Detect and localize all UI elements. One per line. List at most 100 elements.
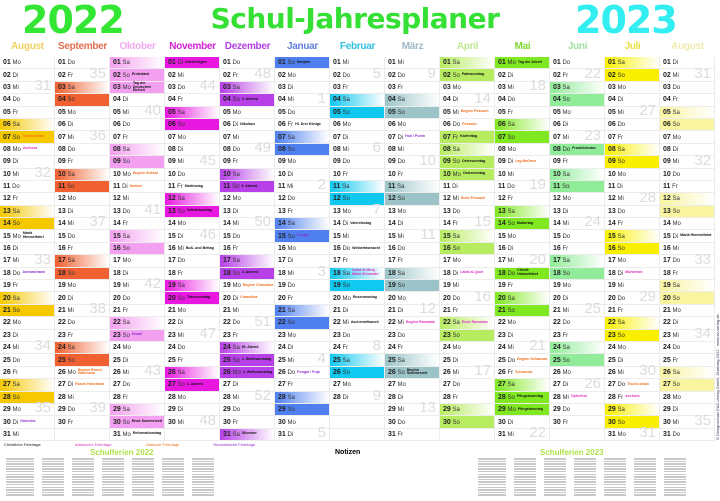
day-cell[interactable]: 29 So [275, 403, 329, 417]
day-cell[interactable]: 15 Do [220, 230, 274, 243]
day-cell[interactable]: 30 Do [385, 416, 439, 429]
day-cell[interactable]: 11 Sa [385, 180, 439, 194]
day-cell[interactable]: 03 Mi 31 [0, 78, 54, 95]
day-cell[interactable]: 20 Do [110, 292, 164, 305]
day-cell[interactable]: 03 Sa [55, 81, 109, 95]
day-cell[interactable]: 17 Mo [440, 255, 494, 268]
day-cell[interactable]: 04 Do [0, 94, 54, 107]
day-cell[interactable]: 09 So [605, 156, 659, 169]
day-cell[interactable]: 31 Fr [385, 429, 439, 442]
day-cell[interactable]: 14 Fr 15 [440, 214, 494, 231]
day-cell[interactable]: 10 Sa [55, 168, 109, 181]
day-cell[interactable]: 12 So [330, 193, 384, 206]
day-cell[interactable]: 23 Mo [275, 330, 329, 342]
day-cell[interactable]: 25 Fr [165, 354, 219, 367]
day-cell[interactable]: 02 So Erntedank [110, 69, 164, 82]
day-cell[interactable]: 07 Di Holi / Purim [385, 131, 439, 144]
day-cell[interactable]: 14 Di Valentinstag [330, 218, 384, 231]
day-cell[interactable]: 18 Do Christi Himmelfahrt [495, 267, 549, 281]
day-cell[interactable]: 09 Fr [220, 156, 274, 169]
day-cell[interactable]: 29 Mo Pfingstmontag [495, 403, 549, 417]
day-cell[interactable]: 30 So [605, 416, 659, 429]
day-cell[interactable]: 27 So [660, 379, 714, 392]
day-cell[interactable]: 22 Do [550, 317, 604, 330]
day-cell[interactable]: 19 Do [275, 280, 329, 293]
day-cell[interactable]: 08 Mo [495, 144, 549, 157]
day-cell[interactable]: 23 Mi 47 [165, 326, 219, 342]
day-cell[interactable]: 05 Mi Beginn Pessach [440, 107, 494, 119]
day-cell[interactable]: 01 Mo [0, 57, 54, 70]
day-cell[interactable]: 29 Do [550, 404, 604, 417]
day-cell[interactable]: 11 Fr [660, 181, 714, 194]
day-cell[interactable]: 25 Mi 4 [275, 351, 329, 367]
day-cell[interactable]: 04 Di [110, 94, 164, 107]
day-cell[interactable]: 26 Mo [550, 367, 604, 380]
day-cell[interactable]: 31 Mo Reformationstag [110, 429, 164, 442]
day-cell[interactable]: 01 Sa [605, 57, 659, 70]
day-cell[interactable]: 03 Sa [220, 81, 274, 95]
day-cell[interactable]: 01 Mi [385, 57, 439, 70]
day-cell[interactable]: 17 Do 33 [660, 252, 714, 268]
day-cell[interactable]: 19 So [385, 280, 439, 293]
day-cell[interactable]: 04 Mi 1 [275, 91, 329, 107]
day-cell[interactable]: 17 Sa [220, 255, 274, 268]
day-cell[interactable]: 09 Do 10 [385, 153, 439, 169]
day-cell[interactable]: 08 Mo Aschura [0, 144, 54, 157]
day-cell[interactable]: 07 Mi 23 [550, 128, 604, 144]
day-cell[interactable]: 12 Mi [110, 193, 164, 206]
day-cell[interactable]: 25 Sa [330, 354, 384, 367]
day-cell[interactable]: 14 Fr [110, 218, 164, 231]
day-cell[interactable]: 31 Mi 22 [495, 425, 549, 442]
day-cell[interactable]: 07 Di [330, 131, 384, 144]
day-cell[interactable]: 24 Mi 34 [0, 338, 54, 355]
day-cell[interactable]: 13 Do 41 [110, 202, 164, 219]
day-cell[interactable]: 02 Fr 35 [55, 66, 109, 82]
day-cell[interactable]: 22 Mi Beginn Ramadan [385, 317, 439, 330]
day-cell[interactable]: 30 So [440, 416, 494, 429]
day-cell[interactable]: 15 Mo Mariä Himmelfahrt [0, 230, 54, 243]
day-cell[interactable]: 05 Mo [220, 107, 274, 119]
day-cell[interactable]: 22 Di [165, 317, 219, 330]
day-cell[interactable]: 02 Mi [165, 69, 219, 82]
day-cell[interactable]: 16 Mi Buß- und Bettag [165, 243, 219, 256]
day-cell[interactable]: 02 Fr 22 [550, 66, 604, 82]
day-cell[interactable]: 02 Do 5 [330, 66, 384, 82]
day-cell[interactable]: 11 Di [605, 181, 659, 194]
day-cell[interactable]: 08 Sa [605, 143, 659, 157]
day-cell[interactable]: 28 Di 9 [330, 388, 384, 404]
day-cell[interactable]: 18 Sa Lailat al-Miraj · Maha Shivaratri [330, 267, 384, 281]
day-cell[interactable]: 06 Mo [385, 119, 439, 132]
day-cell[interactable]: 28 So Pfingstsonntag [495, 391, 549, 404]
day-cell[interactable]: 27 So 1. Advent [165, 379, 219, 392]
day-cell[interactable]: 21 Fr [605, 305, 659, 318]
day-cell[interactable]: 27 Do Tischa beAw [605, 379, 659, 392]
day-cell[interactable]: 16 So [110, 242, 164, 256]
day-cell[interactable]: 16 Mo [275, 243, 329, 256]
day-cell[interactable]: 01 Sa [440, 57, 494, 70]
day-cell[interactable]: 28 Fr [440, 392, 494, 404]
day-cell[interactable]: 24 Fr 8 [330, 338, 384, 355]
day-cell[interactable]: 15 Mo [495, 230, 549, 243]
day-cell[interactable]: 11 Do 19 [495, 177, 549, 194]
day-cell[interactable]: 10 Mo Ostermontag [440, 168, 494, 181]
day-cell[interactable]: 06 Fr Hl. Drei Könige [275, 119, 329, 132]
day-cell[interactable]: 24 Mo [440, 342, 494, 355]
day-cell[interactable]: 30 Fr [220, 416, 274, 429]
day-cell[interactable]: 27 Di [220, 379, 274, 392]
day-cell[interactable]: 19 Mo [55, 280, 109, 293]
day-cell[interactable]: 21 Mi 38 [55, 301, 109, 318]
day-cell[interactable]: 29 Sa [605, 403, 659, 417]
day-cell[interactable]: 22 Mi Aschermittwoch [330, 317, 384, 330]
day-cell[interactable]: 06 Mo [330, 119, 384, 132]
day-cell[interactable]: 17 Mo [605, 255, 659, 268]
day-cell[interactable]: 19 Sa [660, 280, 714, 293]
day-cell[interactable]: 21 Di 12 [385, 301, 439, 318]
day-cell[interactable]: 12 Mi 28 [605, 190, 659, 206]
day-cell[interactable]: 20 Mo Rosenmontag [330, 292, 384, 305]
day-cell[interactable]: 13 So Volkstrauertag [165, 205, 219, 219]
day-cell[interactable]: 14 Di [385, 218, 439, 231]
day-cell[interactable]: 15 Do [550, 230, 604, 243]
day-cell[interactable]: 03 Fr [385, 82, 439, 95]
day-cell[interactable]: 07 Mi [220, 131, 274, 144]
day-cell[interactable]: 15 Sa [440, 230, 494, 243]
